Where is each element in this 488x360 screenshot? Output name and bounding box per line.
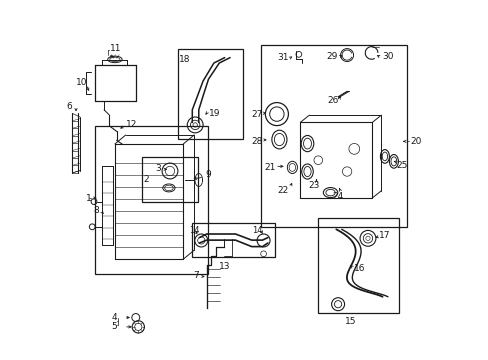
Text: 12: 12 [125,120,137,129]
Text: 1: 1 [86,194,92,202]
Text: 14: 14 [189,226,200,235]
Text: 3: 3 [155,164,161,173]
Text: 29: 29 [325,52,337,61]
Text: 13: 13 [219,262,230,271]
Text: 24: 24 [332,192,343,201]
Text: 22: 22 [276,186,287,195]
Bar [318,218,399,313]
Bar [260,45,406,227]
Text: 19: 19 [208,109,220,118]
Text: 15: 15 [344,317,356,325]
Bar [142,157,197,202]
Text: 18: 18 [179,55,190,64]
Text: 17: 17 [378,231,389,240]
Bar [192,223,275,257]
Bar [178,49,242,139]
Text: 30: 30 [382,52,393,61]
Bar [95,126,208,274]
Text: 27: 27 [251,109,262,118]
Text: 25: 25 [396,161,407,170]
Text: 31: 31 [276,53,288,62]
Text: 5: 5 [111,323,117,331]
Text: 23: 23 [307,181,319,190]
Text: 6: 6 [66,102,72,111]
Text: 16: 16 [353,264,365,273]
Text: 7: 7 [193,271,199,280]
Text: 14: 14 [251,226,262,235]
Text: 4: 4 [111,313,117,322]
Text: 21: 21 [264,163,275,172]
Text: 26: 26 [326,96,338,105]
Text: 8: 8 [94,206,99,215]
Text: 20: 20 [409,137,421,146]
Text: 9: 9 [204,170,210,179]
Text: 11: 11 [109,44,121,53]
Text: 28: 28 [251,137,262,146]
Text: 2: 2 [143,175,149,184]
Text: 10: 10 [76,78,88,87]
